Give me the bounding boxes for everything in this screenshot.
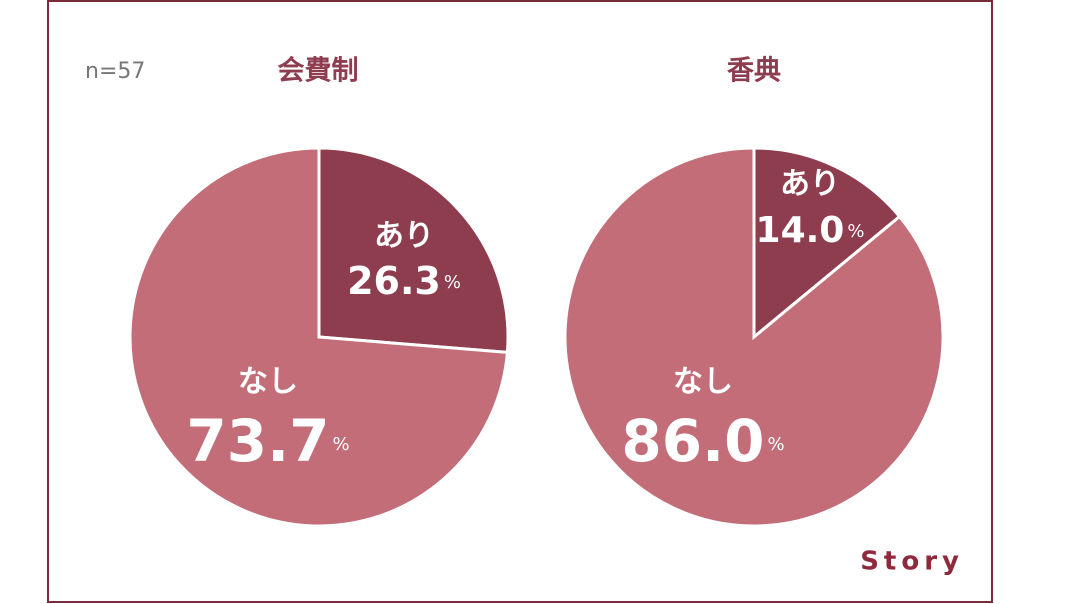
value: 86.0 <box>621 407 764 475</box>
value: 26.3 <box>347 259 441 303</box>
pie-slice <box>563 146 945 528</box>
sample-size: n=57 <box>85 59 145 84</box>
value: 73.7 <box>186 407 329 475</box>
slice-value-label: 86.0% <box>621 407 784 475</box>
value: 14.0 <box>756 210 845 251</box>
unit: % <box>333 434 350 455</box>
slice-value-label: 73.7% <box>186 407 349 475</box>
slice-value-label: 14.0% <box>756 210 865 251</box>
slice-category: なし <box>238 365 298 400</box>
pie-slice <box>752 146 902 341</box>
pie-slice <box>128 146 509 528</box>
unit: % <box>847 221 864 242</box>
chart-title: 香典 <box>727 56 781 87</box>
slice-category: あり <box>374 219 434 254</box>
unit: % <box>444 272 461 293</box>
pie-slice <box>317 146 510 355</box>
unit: % <box>768 434 785 455</box>
slice-category: なし <box>673 365 733 400</box>
frame <box>47 0 993 603</box>
slice-value-label: 26.3% <box>347 259 461 303</box>
brand: Story <box>860 547 964 577</box>
chart-title: 会費制 <box>278 56 359 87</box>
slice-category: あり <box>780 167 840 202</box>
